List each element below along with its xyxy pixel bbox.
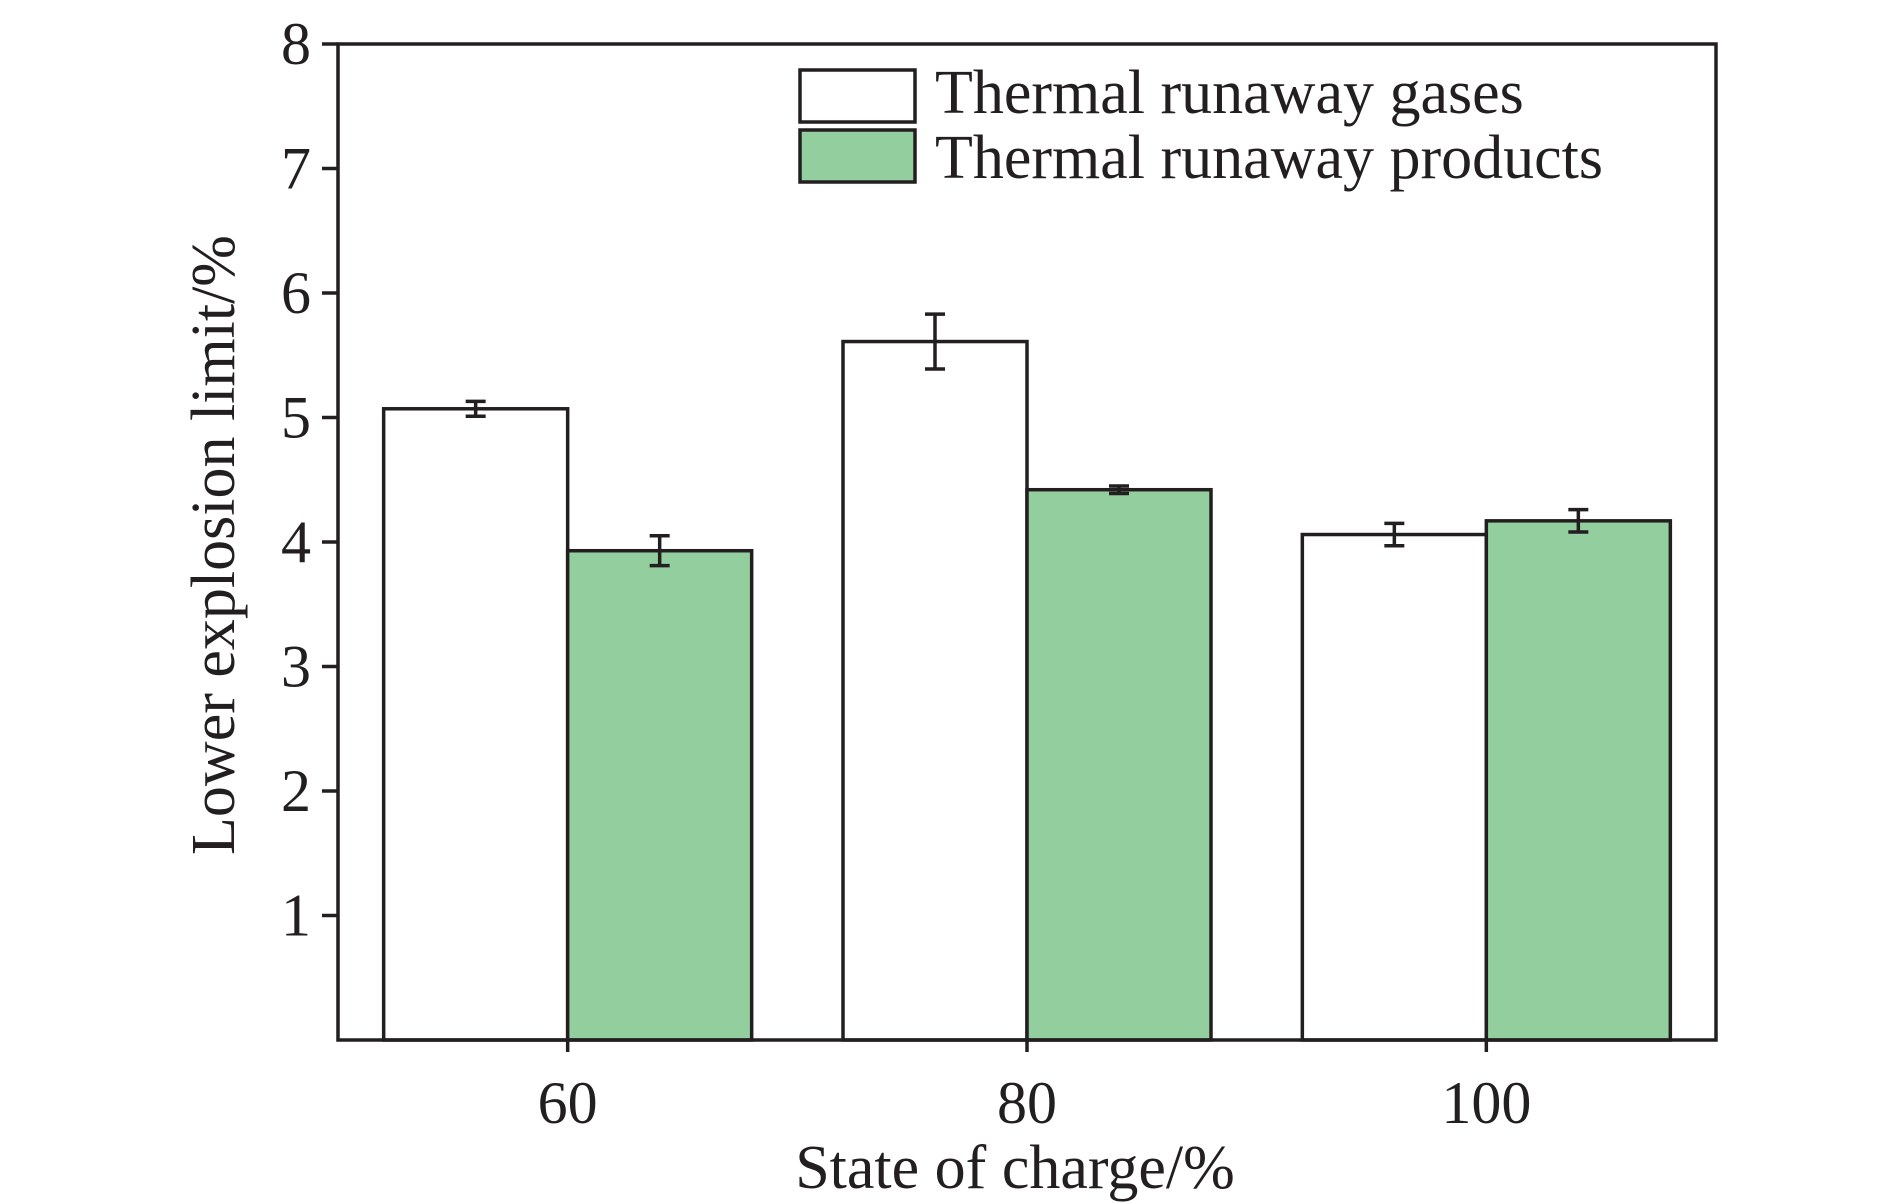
x-tick-label-80: 80 [997, 1070, 1057, 1136]
error-bar-thermal-runaway-gases-80 [925, 312, 945, 371]
error-bar-thermal-runaway-products-100 [1568, 507, 1589, 534]
bar-thermal-runaway-products-60 [565, 548, 754, 1042]
y-tick-label-7: 7 [281, 136, 311, 202]
bar-thermal-runaway-gases-80 [841, 339, 1029, 1042]
y-tick-label-8: 8 [281, 11, 311, 77]
error-bar-thermal-runaway-gases-60 [465, 399, 486, 419]
y-tick-label-1: 1 [281, 883, 311, 949]
error-bar-thermal-runaway-gases-100 [1384, 521, 1405, 548]
y-tick-label-5: 5 [281, 385, 311, 451]
y-tick-label-4: 4 [281, 509, 311, 575]
error-bar-thermal-runaway-products-60 [649, 534, 670, 568]
bar-thermal-runaway-gases-100 [1300, 532, 1489, 1042]
y-axis-title: Lower explosion limit/% [180, 235, 248, 855]
legend-swatch-thermal-runaway-gases [798, 68, 917, 124]
y-tick-label-3: 3 [281, 634, 311, 700]
error-bar-thermal-runaway-products-80 [1109, 484, 1129, 496]
error-bars-layer [465, 312, 1589, 568]
x-axis-title: State of charge/% [795, 1134, 1235, 1202]
y-tick-label-6: 6 [281, 260, 311, 326]
x-tick-label-60: 60 [538, 1070, 598, 1136]
x-axis: 60 80 100 [538, 1040, 1531, 1136]
bar-thermal-runaway-products-80 [1025, 487, 1213, 1042]
legend-label-thermal-runaway-products: Thermal runaway products [935, 124, 1603, 192]
bar-thermal-runaway-gases-60 [381, 407, 570, 1042]
y-tick-label-2: 2 [281, 758, 311, 824]
legend-swatch-thermal-runaway-products [798, 128, 917, 184]
legend-label-thermal-runaway-gases: Thermal runaway gases [935, 59, 1524, 127]
legend: Thermal runaway gases Thermal runaway pr… [798, 59, 1603, 192]
y-axis: 1 2 3 4 5 6 7 8 [281, 11, 338, 949]
bars-layer [381, 339, 1673, 1042]
bar-thermal-runaway-products-100 [1484, 519, 1673, 1042]
x-tick-label-100: 100 [1441, 1070, 1531, 1136]
